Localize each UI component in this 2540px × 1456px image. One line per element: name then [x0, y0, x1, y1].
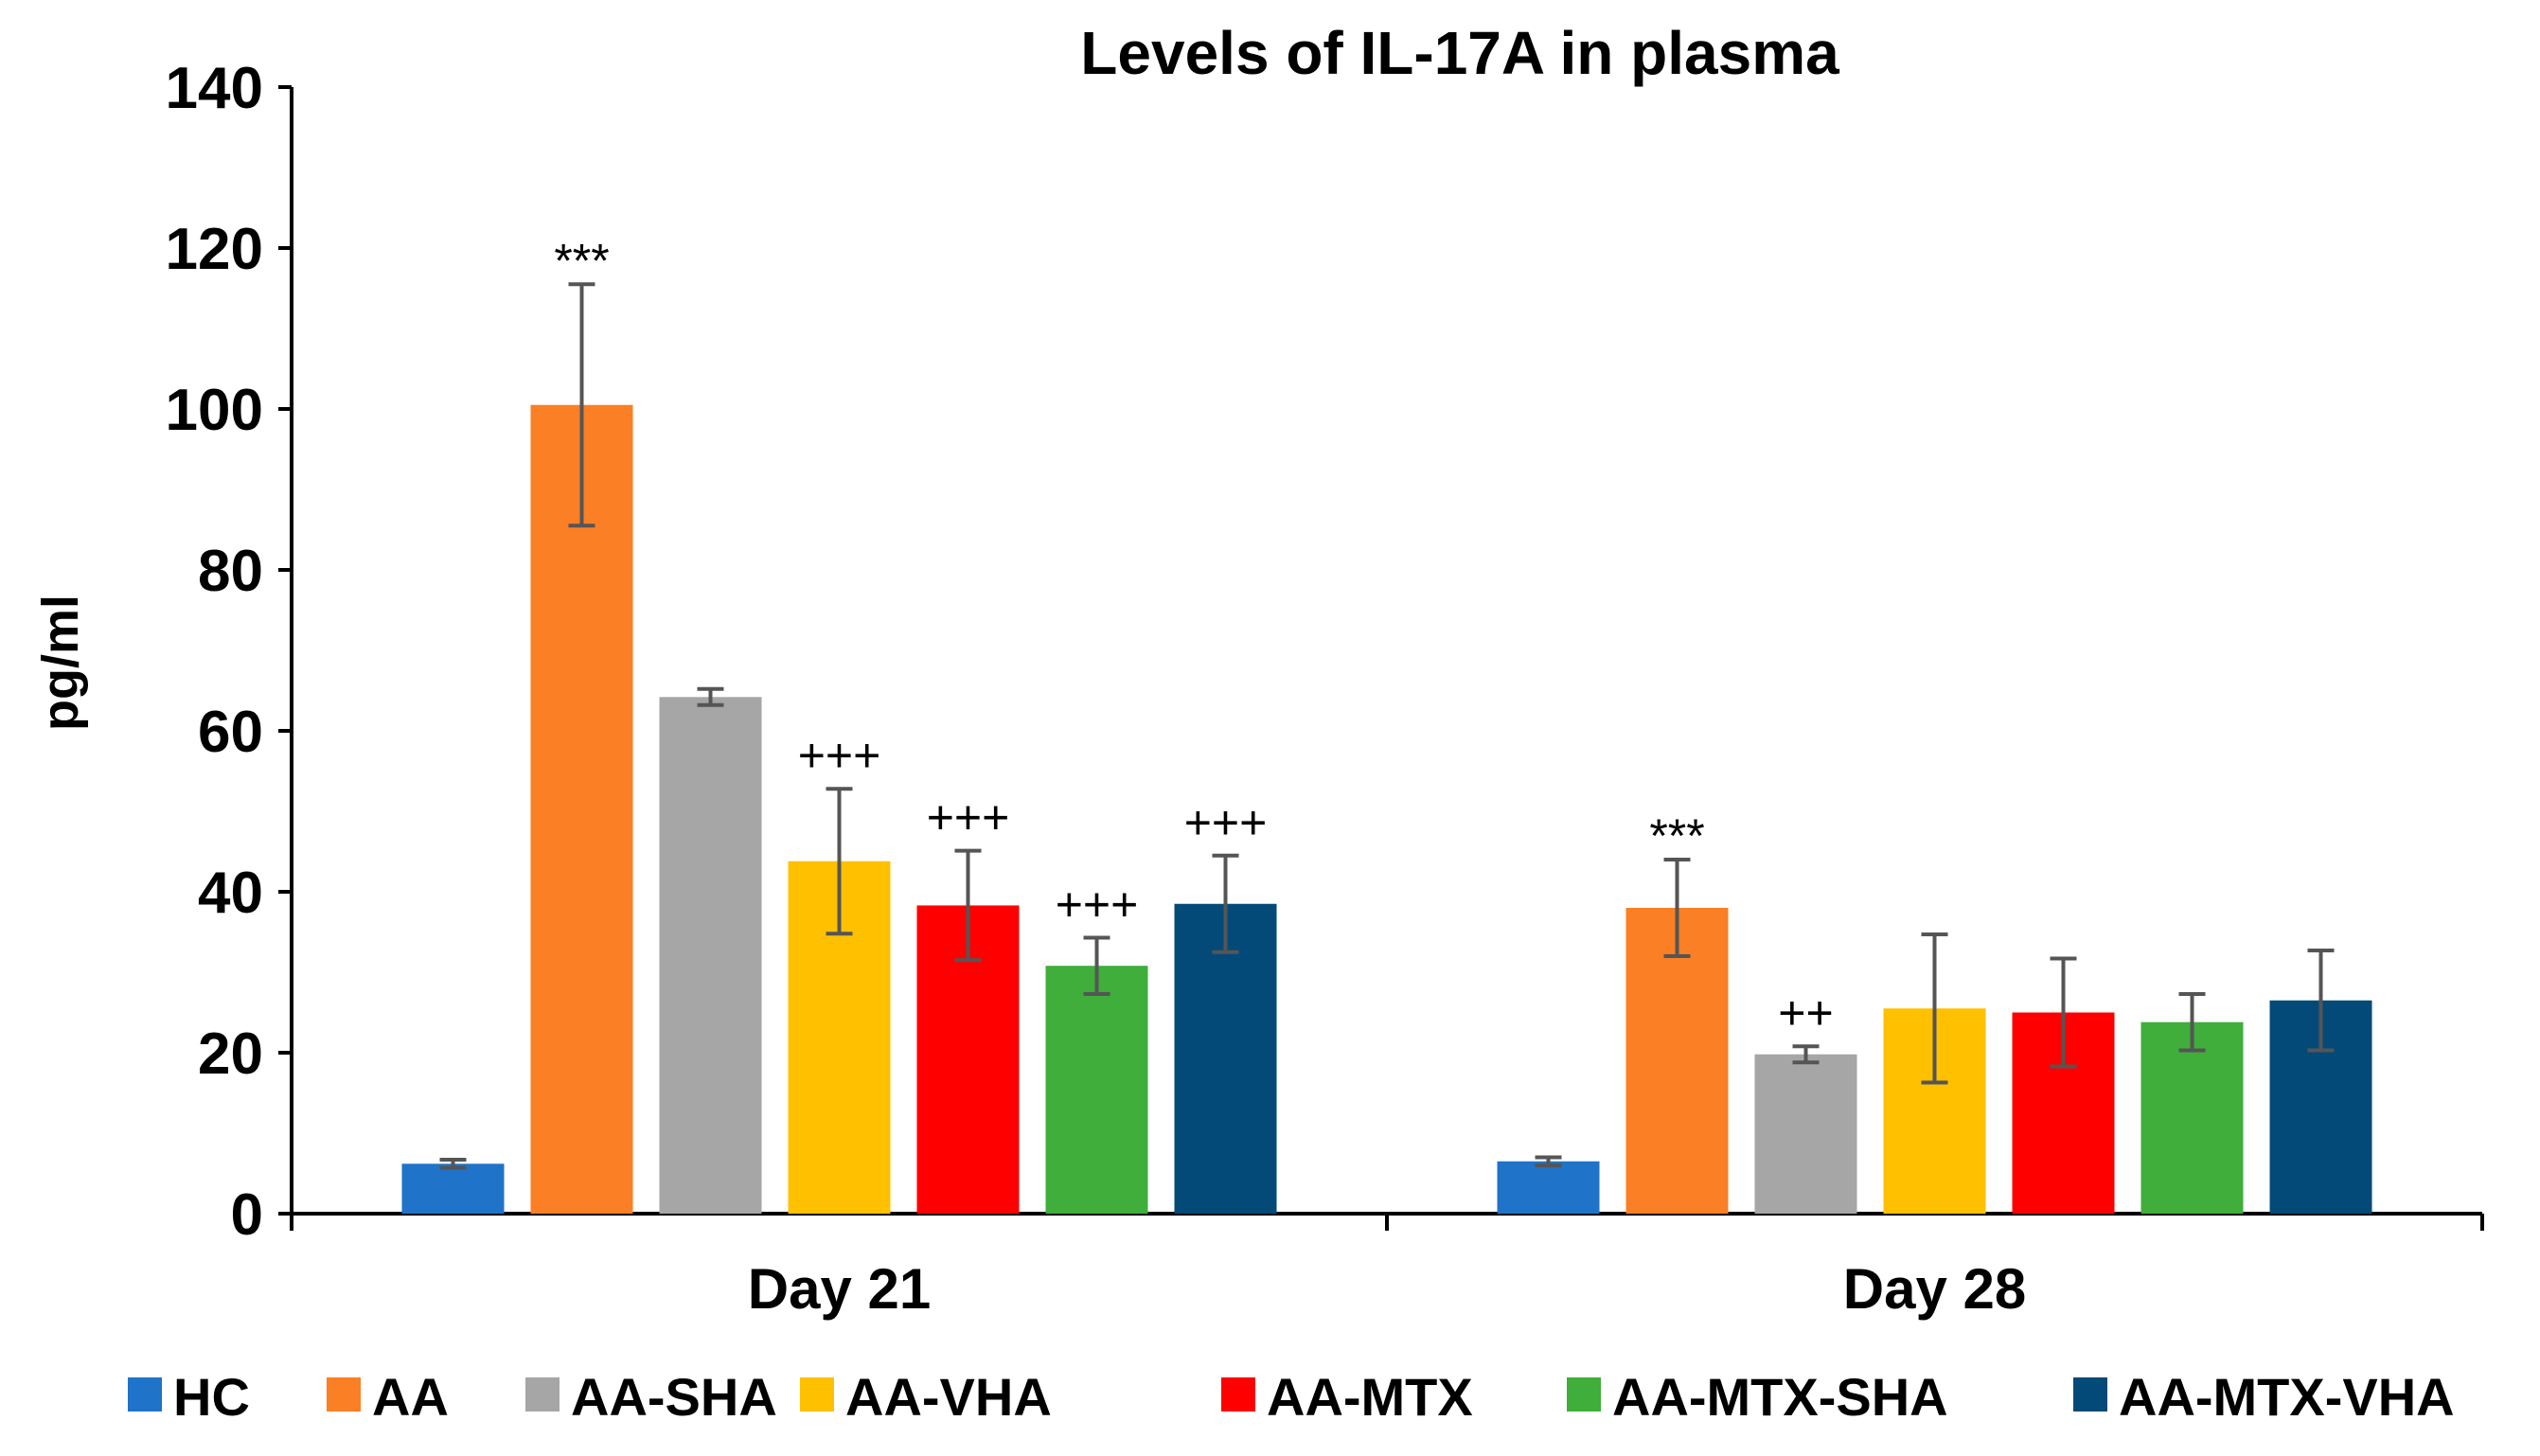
y-tick-label: 20 [198, 1021, 263, 1087]
legend-label: HC [173, 1367, 250, 1427]
legend-label: AA-MTX [1267, 1367, 1473, 1427]
legend-label: AA-VHA [845, 1367, 1052, 1427]
significance-label: +++ [927, 791, 1010, 844]
bar [1625, 908, 1729, 1214]
y-tick-label: 0 [231, 1182, 263, 1248]
y-tick-label: 120 [166, 217, 263, 282]
legend-label: AA-MTX-SHA [1612, 1367, 1948, 1427]
y-axis-label: pg/ml [32, 595, 89, 731]
bar [659, 697, 762, 1214]
legend-swatch [128, 1377, 162, 1412]
y-tick-label: 80 [198, 539, 263, 604]
legend-swatch [2073, 1377, 2107, 1412]
bar [530, 404, 633, 1214]
bar [1174, 903, 1277, 1214]
legend-swatch [1567, 1377, 1601, 1412]
bar [2140, 1021, 2244, 1214]
legend-swatch [525, 1377, 560, 1412]
axes: 0 20 40 60 80 100 120 140 Day 21 Day 28 [166, 56, 2484, 1321]
y-tick-label: 40 [198, 861, 263, 926]
chart-title: Levels of IL-17A in plasma [1080, 19, 1839, 87]
significance-label: +++ [798, 729, 881, 782]
legend-label: AA [372, 1367, 449, 1427]
significance-label: *** [554, 234, 609, 287]
legend-swatch [327, 1377, 361, 1412]
legend: HC AA AA-SHA AA-VHA AA-MTX AA-MTX-SHA AA-MTX-V… [128, 1367, 2455, 1427]
significance-label: +++ [1056, 878, 1139, 931]
significance-label: *** [1649, 809, 1704, 862]
bars: *** +++ +++ +++ +++ *** ++ [401, 234, 2372, 1214]
legend-swatch [1221, 1377, 1255, 1412]
bar [401, 1163, 505, 1214]
y-tick-label: 60 [198, 700, 263, 765]
bar [1754, 1054, 1857, 1214]
x-category-label: Day 28 [1843, 1257, 2026, 1321]
legend-label: AA-MTX-VHA [2119, 1367, 2455, 1427]
y-tick-label: 100 [166, 378, 263, 443]
x-category-label: Day 21 [748, 1257, 931, 1321]
significance-label: ++ [1778, 986, 1833, 1039]
y-tick-label: 140 [166, 56, 263, 121]
bar [1497, 1161, 1600, 1214]
legend-swatch [800, 1377, 834, 1412]
significance-label: +++ [1184, 796, 1268, 849]
legend-label: AA-SHA [571, 1367, 777, 1427]
bar [1045, 966, 1148, 1214]
